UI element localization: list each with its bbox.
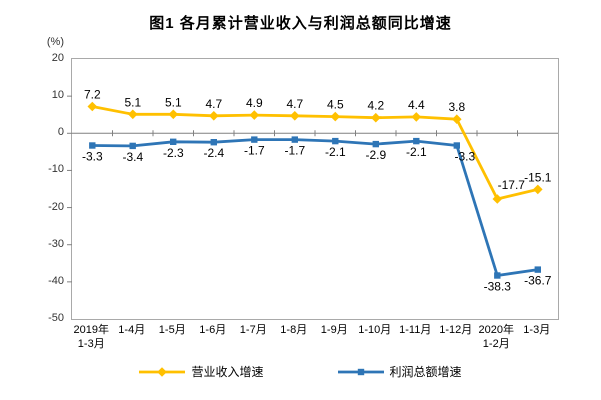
y-axis-tick-label: -10 <box>48 163 64 176</box>
svg-text:4.4: 4.4 <box>408 98 425 112</box>
x-axis-tick-label: 2020年 1-2月 <box>478 324 514 350</box>
x-axis-tick-label: 1-7月 <box>239 324 267 336</box>
svg-text:-3.4: -3.4 <box>122 150 143 164</box>
svg-text:-3.3: -3.3 <box>454 150 475 164</box>
svg-text:-36.7: -36.7 <box>524 274 552 288</box>
svg-text:4.5: 4.5 <box>327 98 344 112</box>
revenue-series-swatch-icon <box>139 366 186 377</box>
svg-text:-1.7: -1.7 <box>244 144 265 158</box>
chart-plot-svg: 7.2 5.1 5.1 4.7 4.9 4.7 4.5 4.2 4.4 3.8 -17.7-15.1… <box>67 88 558 294</box>
svg-text:-15.1: -15.1 <box>524 170 552 184</box>
y-axis-tick-label: -40 <box>48 274 64 287</box>
x-axis-tick-label: 1-9月 <box>320 324 348 336</box>
svg-text:-2.9: -2.9 <box>365 148 386 162</box>
profit-series-swatch-icon <box>337 368 384 375</box>
x-axis-tick-label: 1-6月 <box>199 324 227 336</box>
svg-text:5.1: 5.1 <box>165 95 182 109</box>
legend-label-revenue: 营业收入增速 <box>191 365 264 379</box>
svg-text:7.2: 7.2 <box>84 88 101 102</box>
chart-title: 图1 各月累计营业收入与利润总额同比增速 <box>149 15 452 32</box>
legend-label-profit: 利润总额增速 <box>389 365 462 379</box>
svg-text:-1.7: -1.7 <box>284 144 305 158</box>
svg-text:4.2: 4.2 <box>367 99 384 113</box>
x-axis-tick-label: 1-4月 <box>118 324 146 336</box>
svg-text:-38.3: -38.3 <box>484 280 512 294</box>
x-axis-tick-label: 2019年 1-3月 <box>73 324 109 350</box>
y-axis-tick-label: 0 <box>57 126 64 139</box>
x-axis-tick-label: 1-12月 <box>439 324 473 336</box>
x-axis-tick-label: 1-8月 <box>280 324 308 336</box>
y-axis-tick-label: -50 <box>48 312 64 324</box>
svg-text:4.7: 4.7 <box>286 97 303 111</box>
svg-text:-2.3: -2.3 <box>163 146 184 160</box>
x-axis-tick-label: 1-10月 <box>358 324 392 336</box>
x-axis-tick-label: 1-11月 <box>399 324 432 336</box>
svg-text:3.8: 3.8 <box>448 100 465 114</box>
y-axis-unit-label: (%) <box>46 36 64 48</box>
svg-text:4.7: 4.7 <box>205 97 222 111</box>
svg-text:-2.1: -2.1 <box>406 145 427 159</box>
x-axis-tick-label: 1-5月 <box>158 324 186 336</box>
svg-text:-2.1: -2.1 <box>325 145 346 159</box>
x-axis-tick-label: 1-3月 <box>523 324 551 336</box>
legend: 营业收入增速 利润总额增速 <box>0 363 601 380</box>
svg-text:5.1: 5.1 <box>124 95 141 109</box>
svg-text:-3.3: -3.3 <box>82 150 103 164</box>
svg-text:-17.7: -17.7 <box>498 178 526 192</box>
legend-item-profit: 利润总额增速 <box>337 363 462 380</box>
y-axis-tick-label: 10 <box>51 89 64 102</box>
plot-area: 7.2 5.1 5.1 4.7 4.9 4.7 4.5 4.2 4.4 3.8 -17.7 -15.1… <box>67 58 559 320</box>
legend-item-revenue: 营业收入增速 <box>139 363 264 380</box>
y-axis-tick-label: -20 <box>48 200 64 213</box>
y-axis-tick-label: 20 <box>51 52 64 64</box>
svg-text:-2.4: -2.4 <box>203 146 224 160</box>
y-axis-tick-label: -30 <box>48 237 64 250</box>
svg-text:4.9: 4.9 <box>246 96 263 110</box>
